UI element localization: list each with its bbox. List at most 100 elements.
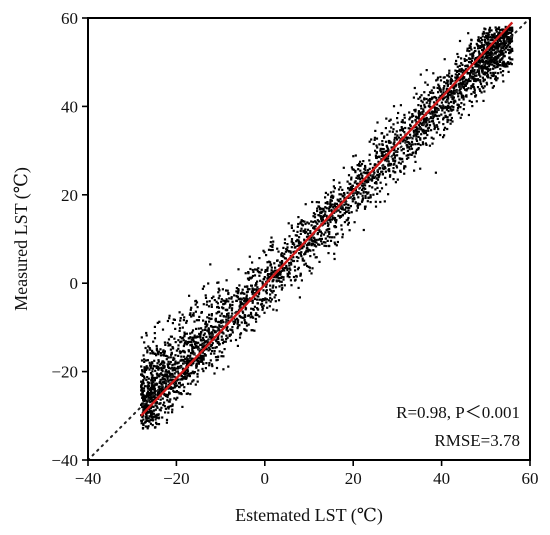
scatter-point	[415, 126, 418, 129]
scatter-point	[370, 138, 373, 141]
scatter-point	[225, 334, 228, 337]
scatter-point	[415, 135, 418, 138]
scatter-point	[407, 156, 410, 159]
scatter-point	[343, 203, 346, 206]
scatter-point	[309, 231, 312, 235]
scatter-point	[360, 188, 364, 191]
scatter-point	[482, 32, 485, 35]
scatter-point	[295, 234, 299, 237]
scatter-point	[258, 315, 261, 318]
scatter-point	[213, 299, 216, 302]
scatter-point	[435, 110, 438, 113]
scatter-point	[305, 247, 308, 250]
scatter-point	[304, 203, 307, 206]
scatter-point	[178, 323, 181, 326]
scatter-point	[209, 359, 212, 362]
scatter-point	[322, 233, 326, 236]
scatter-point	[168, 386, 172, 389]
scatter-point	[394, 154, 397, 157]
scatter-point	[146, 390, 150, 393]
scatter-point	[375, 156, 378, 159]
scatter-point	[190, 364, 193, 367]
scatter-point	[400, 120, 403, 123]
scatter-point	[330, 210, 333, 213]
scatter-point	[410, 140, 414, 143]
scatter-point	[263, 251, 266, 254]
scatter-point	[170, 335, 173, 338]
scatter-point	[475, 61, 478, 64]
scatter-point	[233, 294, 236, 297]
scatter-point	[435, 96, 438, 99]
scatter-point	[364, 166, 367, 169]
scatter-point	[417, 97, 420, 100]
scatter-point	[333, 203, 336, 206]
scatter-point	[140, 393, 143, 396]
scatter-point	[411, 113, 414, 116]
scatter-point	[257, 267, 260, 270]
scatter-point	[328, 227, 331, 230]
scatter-point	[457, 112, 460, 115]
scatter-point	[469, 87, 473, 90]
scatter-point	[271, 280, 274, 283]
scatter-point	[329, 191, 333, 194]
scatter-point	[490, 29, 493, 32]
scatter-point	[162, 353, 165, 357]
scatter-point	[427, 129, 430, 132]
scatter-point	[461, 71, 464, 74]
scatter-point	[361, 176, 364, 180]
scatter-point	[207, 346, 210, 349]
scatter-point	[510, 29, 514, 32]
scatter-point	[216, 326, 219, 329]
scatter-point	[422, 108, 425, 111]
scatter-point	[148, 420, 151, 423]
scatter-point	[247, 323, 250, 326]
scatter-point	[166, 376, 169, 380]
scatter-point	[394, 171, 397, 174]
scatter-point	[153, 390, 156, 393]
scatter-point	[239, 304, 242, 307]
scatter-point	[181, 326, 184, 329]
scatter-point	[334, 221, 337, 224]
scatter-point	[208, 362, 211, 365]
scatter-point	[151, 399, 154, 403]
scatter-point	[491, 33, 494, 37]
scatter-point	[313, 220, 317, 223]
scatter-point	[343, 221, 346, 224]
scatter-point	[180, 358, 183, 361]
scatter-point	[217, 337, 220, 340]
scatter-point	[209, 348, 212, 351]
scatter-point	[147, 387, 150, 390]
scatter-point	[315, 245, 318, 248]
scatter-point	[305, 235, 309, 238]
scatter-point	[201, 367, 204, 370]
scatter-point	[503, 37, 506, 40]
scatter-point	[439, 133, 442, 137]
scatter-point	[434, 114, 437, 117]
scatter-point	[466, 64, 469, 67]
scatter-point	[147, 377, 150, 380]
scatter-point	[390, 146, 393, 149]
scatter-point	[471, 75, 474, 79]
scatter-point	[161, 388, 164, 391]
scatter-point	[191, 347, 194, 350]
scatter-point	[226, 336, 229, 339]
scatter-point	[157, 394, 160, 397]
scatter-point	[325, 229, 328, 232]
scatter-point	[374, 205, 378, 208]
scatter-point	[171, 322, 174, 325]
scatter-point	[486, 35, 489, 38]
scatter-point	[140, 336, 143, 339]
scatter-point	[471, 52, 474, 55]
scatter-point	[504, 65, 507, 68]
scatter-point	[489, 71, 492, 75]
scatter-point	[178, 329, 181, 332]
scatter-point	[427, 94, 430, 97]
scatter-point	[311, 240, 314, 243]
scatter-point	[154, 369, 157, 372]
scatter-point	[308, 266, 311, 269]
scatter-point	[189, 372, 192, 375]
scatter-point	[502, 46, 505, 49]
scatter-point	[145, 331, 148, 335]
scatter-point	[470, 100, 473, 104]
